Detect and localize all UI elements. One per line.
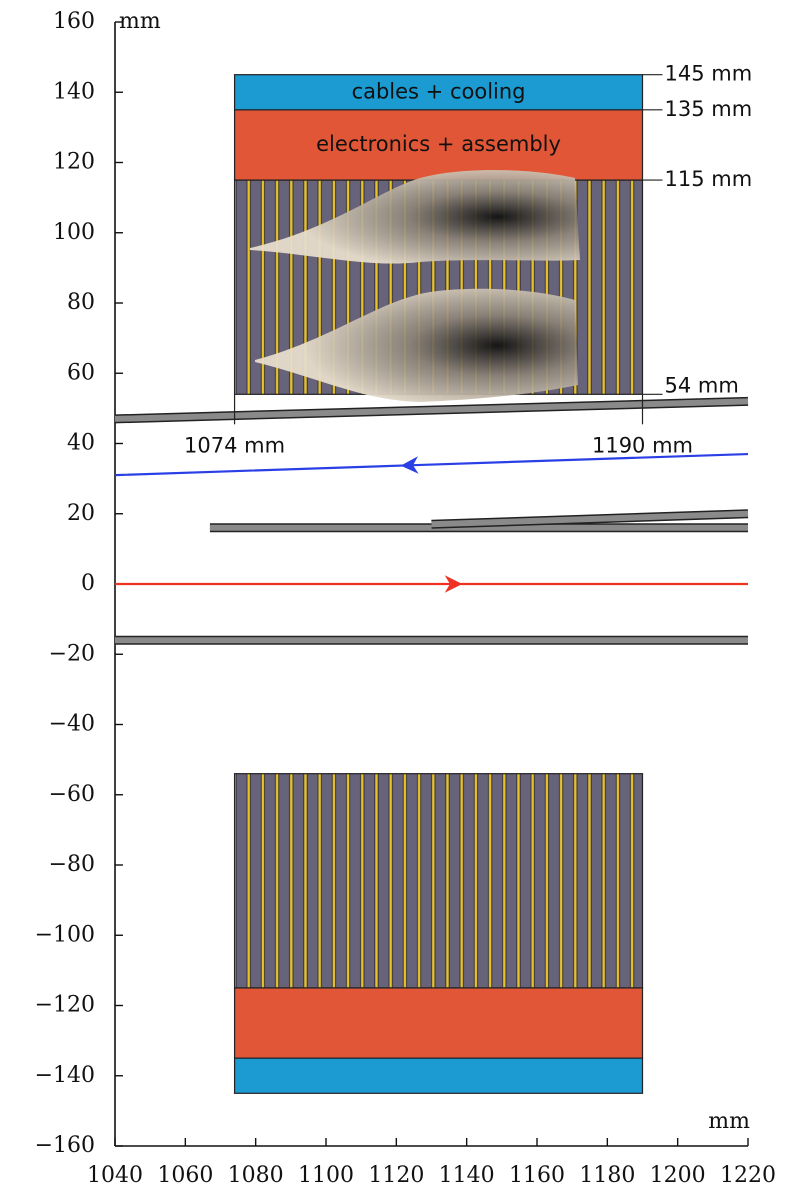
- y-tick-label: 80: [67, 290, 95, 315]
- x-axis-label: mm: [708, 1109, 750, 1134]
- x-tick-label: 1060: [157, 1163, 213, 1188]
- dimension-label: 145 mm: [665, 62, 753, 86]
- x-tick-label: 1140: [439, 1163, 495, 1188]
- x-tick-label: 1200: [650, 1163, 706, 1188]
- y-tick-label: 160: [53, 9, 95, 34]
- y-tick-label: −120: [35, 993, 95, 1018]
- x-tick-label: 1120: [368, 1163, 424, 1188]
- module-layer: [233, 1057, 644, 1094]
- y-tick-label: 40: [67, 431, 95, 456]
- layer-label: electronics + assembly: [316, 132, 561, 156]
- layer-label: cables + cooling: [352, 79, 526, 103]
- dimension-label: 54 mm: [665, 373, 739, 397]
- module-layer: [233, 987, 644, 1059]
- y-tick-label: 0: [81, 571, 95, 596]
- dimension-label: 115 mm: [665, 167, 753, 191]
- y-axis-label: mm: [119, 9, 161, 34]
- shower-cloud: [250, 170, 580, 264]
- x-tick-label: 1100: [298, 1163, 354, 1188]
- y-tick-label: −160: [35, 1133, 95, 1158]
- y-tick-label: −20: [49, 641, 95, 666]
- track: [114, 452, 749, 477]
- y-tick-label: 20: [67, 501, 95, 526]
- y-tick-label: −40: [49, 712, 95, 737]
- y-tick-label: 140: [53, 79, 95, 104]
- y-tick-label: 100: [53, 220, 95, 245]
- plot: −160 −140 −120 −100 −80 −60 −40 −20 0 20 40 60 80 100…: [35, 9, 776, 1188]
- shower: [250, 170, 580, 402]
- module-layer: [233, 74, 644, 111]
- x-tick-label: 1080: [228, 1163, 284, 1188]
- y-tick-label: −80: [49, 852, 95, 877]
- dimension-label: 135 mm: [665, 97, 753, 121]
- module-layer: [233, 109, 644, 181]
- y-tick-label: −100: [35, 922, 95, 947]
- y-tick-label: 60: [67, 360, 95, 385]
- x-tick-label: 1160: [509, 1163, 565, 1188]
- y-tick-label: 120: [53, 150, 95, 175]
- x-tick-label: 1180: [579, 1163, 635, 1188]
- shower-cloud: [255, 288, 578, 402]
- beam-pipe-fill: [114, 398, 749, 422]
- beam-pipe-fill: [431, 510, 749, 528]
- dimension-label: 1190 mm: [592, 433, 693, 457]
- x-tick-label: 1040: [87, 1163, 143, 1188]
- y-tick-label: −140: [35, 1063, 95, 1088]
- y-tick-label: −60: [49, 782, 95, 807]
- module-layer: [233, 773, 644, 989]
- x-tick-label: 1220: [720, 1163, 776, 1188]
- dimension-label: 1074 mm: [184, 433, 285, 457]
